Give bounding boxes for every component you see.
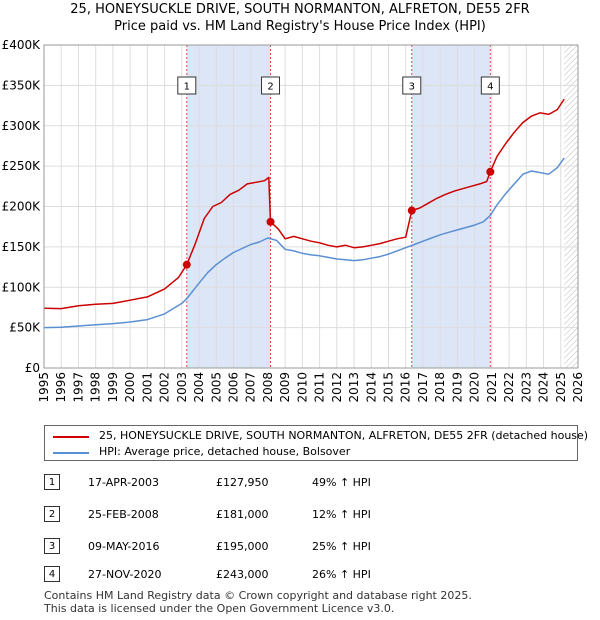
y-tick-label: £300K bbox=[2, 119, 42, 133]
y-tick-label: £50K bbox=[9, 321, 41, 335]
sale-hpi-change: 26% ↑ HPI bbox=[312, 568, 371, 581]
legend-swatch-hpi bbox=[53, 452, 89, 454]
x-tick-label: 2008 bbox=[261, 372, 275, 403]
x-tick-label: 2023 bbox=[519, 372, 533, 403]
sale-price: £127,950 bbox=[216, 476, 269, 489]
x-tick-label: 2004 bbox=[192, 372, 206, 403]
y-tick-label: £150K bbox=[2, 240, 42, 254]
x-tick-label: 2021 bbox=[485, 372, 499, 403]
sale-label-box bbox=[177, 76, 197, 95]
sale-point bbox=[407, 206, 416, 215]
sale-price: £243,000 bbox=[216, 568, 269, 581]
x-tick-label: 2005 bbox=[209, 372, 223, 403]
x-tick-label: 2002 bbox=[158, 372, 172, 403]
sale-number-badge: 1 bbox=[44, 474, 60, 490]
legend-label-hpi: HPI: Average price, detached house, Bols… bbox=[99, 445, 351, 458]
legend-label-property: 25, HONEYSUCKLE DRIVE, SOUTH NORMANTON, … bbox=[99, 429, 589, 442]
x-tick-label: 2022 bbox=[502, 372, 516, 403]
x-tick-label: 2003 bbox=[175, 372, 189, 403]
sale-label-text: 1 bbox=[184, 82, 190, 93]
x-tick-label: 2020 bbox=[468, 372, 482, 403]
sale-number-badge: 4 bbox=[44, 566, 60, 582]
x-tick-label: 2025 bbox=[554, 372, 568, 403]
x-tick-label: 2015 bbox=[382, 372, 396, 403]
sale-price: £195,000 bbox=[216, 540, 269, 553]
sale-hpi-change: 49% ↑ HPI bbox=[312, 476, 371, 489]
sale-hpi-change: 12% ↑ HPI bbox=[312, 508, 371, 521]
x-tick-label: 2018 bbox=[433, 372, 447, 403]
x-tick-label: 2026 bbox=[571, 372, 585, 403]
x-tick-label: 1995 bbox=[37, 372, 51, 403]
sale-label-box bbox=[402, 76, 422, 95]
x-tick-label: 2016 bbox=[399, 372, 413, 403]
sale-label-box bbox=[261, 76, 281, 95]
x-tick-label: 2009 bbox=[278, 372, 292, 403]
sale-label-text: 4 bbox=[487, 82, 493, 93]
plot-frame bbox=[43, 44, 579, 369]
sale-hpi-change: 25% ↑ HPI bbox=[312, 540, 371, 553]
sale-point bbox=[486, 167, 495, 176]
x-tick-label: 2011 bbox=[313, 372, 327, 403]
sale-label-text: 3 bbox=[409, 82, 415, 93]
price-chart: 1 2 3 4 £0 £50K £100K £150K £200K £250K £300K £350… bbox=[2, 38, 585, 403]
sale-row: 3 09-MAY-2016 £195,000 25% ↑ HPI bbox=[44, 538, 584, 558]
sale-number-badge: 2 bbox=[44, 506, 60, 522]
x-tick-label: 2019 bbox=[450, 372, 464, 403]
x-tick-label: 2013 bbox=[347, 372, 361, 403]
y-tick-label: £250K bbox=[2, 159, 42, 173]
chart-subtitle: Price paid vs. HM Land Registry's House … bbox=[114, 19, 486, 34]
y-tick-label: £100K bbox=[2, 280, 42, 294]
x-tick-label: 1996 bbox=[54, 372, 68, 403]
hpi-line bbox=[43, 157, 565, 329]
footer-licence: This data is licensed under the Open Gov… bbox=[44, 602, 395, 615]
x-tick-label: 2017 bbox=[416, 372, 430, 403]
sale-date: 25-FEB-2008 bbox=[88, 508, 159, 521]
x-tick-label: 2007 bbox=[244, 372, 258, 403]
footer-copyright: Contains HM Land Registry data © Crown c… bbox=[44, 589, 472, 602]
sale-date: 17-APR-2003 bbox=[88, 476, 160, 489]
sale-date: 27-NOV-2020 bbox=[88, 568, 162, 581]
y-tick-label: £200K bbox=[2, 200, 42, 214]
y-tick-label: £0 bbox=[25, 361, 40, 375]
sale-point bbox=[182, 260, 191, 269]
y-tick-label: £350K bbox=[2, 78, 42, 92]
x-tick-label: 2006 bbox=[226, 372, 240, 403]
x-tick-label: 2014 bbox=[364, 372, 378, 403]
sale-label-box bbox=[480, 76, 500, 95]
sale-point bbox=[266, 217, 275, 226]
x-tick-label: 2024 bbox=[537, 372, 551, 403]
sale-date: 09-MAY-2016 bbox=[88, 540, 160, 553]
sale-label-text: 2 bbox=[267, 82, 273, 93]
legend-swatch-property bbox=[53, 436, 89, 438]
x-tick-label: 1999 bbox=[106, 372, 120, 403]
legend: 25, HONEYSUCKLE DRIVE, SOUTH NORMANTON, … bbox=[44, 425, 588, 461]
y-tick-label: £400K bbox=[2, 38, 42, 52]
sale-row: 4 27-NOV-2020 £243,000 26% ↑ HPI bbox=[44, 566, 584, 586]
x-tick-label: 2000 bbox=[123, 372, 137, 403]
chart-title: 25, HONEYSUCKLE DRIVE, SOUTH NORMANTON, … bbox=[70, 2, 530, 17]
x-tick-label: 1997 bbox=[71, 372, 85, 403]
x-tick-label: 2012 bbox=[330, 372, 344, 403]
sale-price: £181,000 bbox=[216, 508, 269, 521]
x-tick-label: 2010 bbox=[295, 372, 309, 403]
x-tick-label: 1998 bbox=[89, 372, 103, 403]
sale-row: 1 17-APR-2003 £127,950 49% ↑ HPI bbox=[44, 474, 584, 494]
x-tick-label: 2001 bbox=[140, 372, 154, 403]
sale-number-badge: 3 bbox=[44, 538, 60, 554]
sale-row: 2 25-FEB-2008 £181,000 12% ↑ HPI bbox=[44, 506, 584, 526]
